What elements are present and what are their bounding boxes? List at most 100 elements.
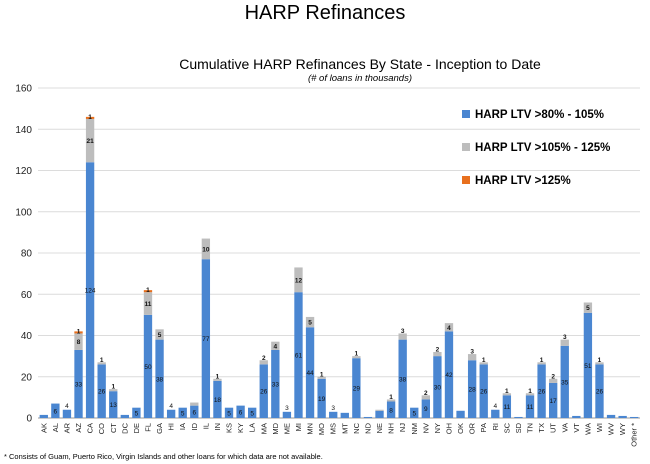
bar-3-ca xyxy=(85,116,95,119)
data-label: 11 xyxy=(527,404,534,411)
gridlines xyxy=(38,87,640,419)
data-label: 5 xyxy=(158,332,162,339)
x-tick-label: ND xyxy=(363,422,372,433)
x-tick-label: KS xyxy=(225,423,234,433)
bar-2-ne xyxy=(375,409,384,411)
data-label: 3 xyxy=(331,405,335,412)
data-label: 5 xyxy=(586,305,590,312)
bar-2-tn xyxy=(525,393,535,396)
bar-2-md xyxy=(271,341,280,350)
data-label: 9 xyxy=(424,406,428,413)
data-label: 26 xyxy=(480,389,488,396)
data-label: 10 xyxy=(202,246,210,253)
data-label: 2 xyxy=(262,355,266,362)
x-tick-label: CT xyxy=(109,423,118,433)
bar-2-il xyxy=(201,238,211,260)
data-label: 5 xyxy=(308,320,312,327)
data-label: 6 xyxy=(192,409,196,416)
data-label: 1 xyxy=(482,357,486,364)
bar-2-ut xyxy=(549,378,558,383)
bar-2-mo xyxy=(317,376,326,379)
chart-title: Cumulative HARP Refinances By State - In… xyxy=(179,56,541,72)
legend: HARP LTV >80% - 105% HARP LTV >105% - 125… xyxy=(462,109,610,187)
bar-1-oh xyxy=(444,331,454,418)
bar-1-al xyxy=(51,403,60,418)
x-tick-label: OR xyxy=(468,422,477,434)
bar-1-ny xyxy=(433,356,442,418)
bar-2-wa xyxy=(583,302,593,313)
data-label: 33 xyxy=(75,381,83,388)
bar-2-ga xyxy=(155,329,164,340)
legend-swatch xyxy=(462,143,470,151)
x-tick-label: SC xyxy=(502,422,511,433)
x-tick-label: NY xyxy=(433,423,442,433)
x-tick-label: KY xyxy=(236,423,245,433)
x-tick-label: VA xyxy=(560,423,569,432)
data-label: 50 xyxy=(144,364,152,371)
bar-2-wi xyxy=(595,362,604,365)
data-label: 5 xyxy=(250,410,254,417)
chart-subtitle: (# of loans in thousands) xyxy=(307,73,413,84)
footnote: * Consists of Guam, Puerto Rico, Virgin … xyxy=(4,452,323,461)
x-tick-label: NH xyxy=(387,423,396,434)
x-tick-label: WY xyxy=(618,423,627,435)
data-label: 5 xyxy=(181,410,185,417)
bar-1-sc xyxy=(502,395,512,418)
x-tick-label: NM xyxy=(410,423,419,435)
data-label: 13 xyxy=(110,402,118,409)
x-tick-label: MD xyxy=(271,422,280,434)
bar-1-ok xyxy=(456,410,465,418)
bar-1-mo xyxy=(317,378,326,418)
bar-1-tx xyxy=(537,364,546,418)
data-label: 1 xyxy=(505,388,509,395)
bar-1-la xyxy=(248,407,257,418)
x-tick-label: SD xyxy=(514,422,523,433)
bar-3-fl xyxy=(143,290,153,293)
x-tick-label: ID xyxy=(190,422,199,430)
page-title: HARP Refinances xyxy=(244,2,406,24)
x-tick-label: MO xyxy=(317,423,326,435)
data-label: 3 xyxy=(285,405,289,412)
data-label: 26 xyxy=(260,389,268,396)
bar-1-or xyxy=(467,360,477,418)
x-tick-label: CO xyxy=(97,423,106,434)
data-label: 8 xyxy=(389,407,393,414)
bar-1-mi xyxy=(294,292,303,418)
data-label: 17 xyxy=(550,398,558,405)
data-label: 1 xyxy=(111,384,115,391)
data-label: 61 xyxy=(295,353,303,360)
data-label: 1 xyxy=(598,357,602,364)
legend-label: HARP LTV >80% - 105% xyxy=(475,109,604,121)
x-tick-label: PA xyxy=(479,423,488,432)
bar-1-ks xyxy=(224,407,234,418)
data-label: 1 xyxy=(88,114,92,121)
y-tick-label: 0 xyxy=(26,414,32,425)
bar-2-mn xyxy=(305,316,315,328)
x-tick-label: VT xyxy=(572,423,581,433)
bar-1-me xyxy=(282,411,292,418)
data-label: 5 xyxy=(412,410,416,417)
bar-1-pa xyxy=(479,364,488,418)
x-tick-label: CA xyxy=(86,423,95,433)
x-tick-label: FL xyxy=(143,423,152,432)
data-label: 3 xyxy=(470,349,474,356)
bar-1-md xyxy=(271,349,280,418)
bar-1-az xyxy=(74,349,83,418)
x-tick-label: TN xyxy=(526,423,535,433)
bar-1-co xyxy=(97,364,106,418)
data-label: 1 xyxy=(320,371,324,378)
legend-label: HARP LTV >125% xyxy=(475,175,571,187)
y-tick-label: 100 xyxy=(15,207,32,218)
bar-1-de xyxy=(132,407,141,418)
x-tick-label: DC xyxy=(120,422,129,433)
data-label: 44 xyxy=(306,370,314,377)
y-tick-label: 60 xyxy=(21,290,33,301)
bar-2-pa xyxy=(479,362,488,365)
data-label: 35 xyxy=(561,379,569,386)
data-label: 28 xyxy=(469,387,477,394)
x-tick-label: MN xyxy=(306,423,315,435)
data-label: 42 xyxy=(445,372,453,379)
x-tick-label: TX xyxy=(537,423,546,433)
bar-1-nv xyxy=(421,399,430,418)
bar-1-ut xyxy=(549,382,558,418)
